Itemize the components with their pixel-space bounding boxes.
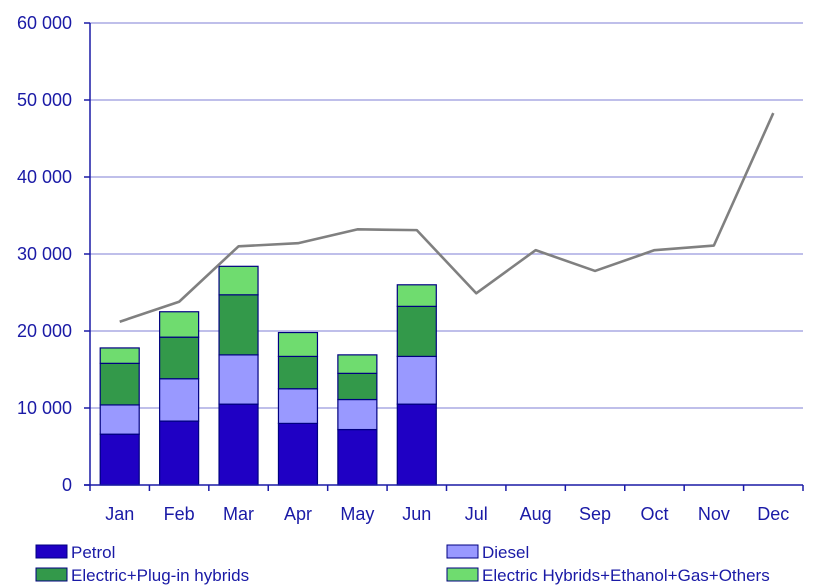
bar-segment [159, 378, 200, 422]
legend-label: Diesel [482, 543, 529, 562]
bar-segment [337, 428, 378, 486]
bar-segment [396, 305, 437, 358]
legend-swatch [446, 567, 479, 582]
bars [99, 265, 437, 486]
bar-segment [218, 403, 259, 486]
x-tick-labels: Jan Feb Mar Apr May Jun Jul Aug Sep Oct Nov Dec [105, 504, 789, 524]
legend-swatch [446, 544, 479, 559]
y-tick-label: 20 000 [17, 321, 72, 341]
bar-segment [337, 354, 378, 374]
bar-segment [159, 420, 200, 486]
bar-segment [218, 294, 259, 356]
bar-segment [277, 355, 319, 390]
y-tick-label: 0 [62, 475, 72, 495]
legend-label: Petrol [71, 543, 115, 562]
x-tick-label: Nov [698, 504, 730, 524]
bar-segment [159, 311, 200, 338]
y-tick-label: 40 000 [17, 167, 72, 187]
bar-segment [99, 404, 140, 435]
y-tick-label: 50 000 [17, 90, 72, 110]
legend-label: Electric+Plug-in hybrids [71, 566, 249, 585]
legend-swatch [35, 544, 68, 559]
bar-segment [337, 398, 378, 431]
y-tick-label: 10 000 [17, 398, 72, 418]
y-tick-label: 60 000 [17, 13, 72, 33]
bar-segment [99, 347, 140, 364]
x-tick-label: Mar [223, 504, 254, 524]
x-tick-label: May [340, 504, 374, 524]
bar-segment [277, 331, 319, 358]
x-tick-label: Sep [579, 504, 611, 524]
bar-segment [99, 362, 140, 406]
gridlines [90, 22, 803, 409]
bar-segment [218, 354, 259, 405]
bar-segment [396, 403, 437, 486]
legend-swatch [35, 567, 68, 582]
x-tick-label: Jul [465, 504, 488, 524]
bar-segment [277, 422, 319, 486]
bar-segment [218, 265, 259, 296]
x-tick-label: Jun [402, 504, 431, 524]
y-tick-label: 30 000 [17, 244, 72, 264]
x-tick-label: Apr [284, 504, 312, 524]
bar-segment [159, 336, 200, 380]
x-tick-label: Feb [164, 504, 195, 524]
x-tick-label: Dec [757, 504, 789, 524]
x-tick-label: Aug [520, 504, 552, 524]
axes [84, 22, 804, 491]
bar-segment [337, 372, 378, 401]
bar-segment [277, 388, 319, 425]
legend: Petrol Diesel Electric+Plug-in hybrids Elec… [35, 543, 770, 585]
y-tick-labels: 0 10 000 20 000 30 000 40 000 50 000 60 000 [17, 13, 72, 495]
total-line [119, 112, 775, 323]
line-series [119, 112, 775, 323]
legend-label: Electric Hybrids+Ethanol+Gas+Others [482, 566, 770, 585]
bar-segment [396, 355, 437, 405]
x-tick-label: Oct [640, 504, 668, 524]
bar-segment [396, 284, 437, 307]
x-tick-label: Jan [105, 504, 134, 524]
bar-segment [99, 433, 140, 486]
